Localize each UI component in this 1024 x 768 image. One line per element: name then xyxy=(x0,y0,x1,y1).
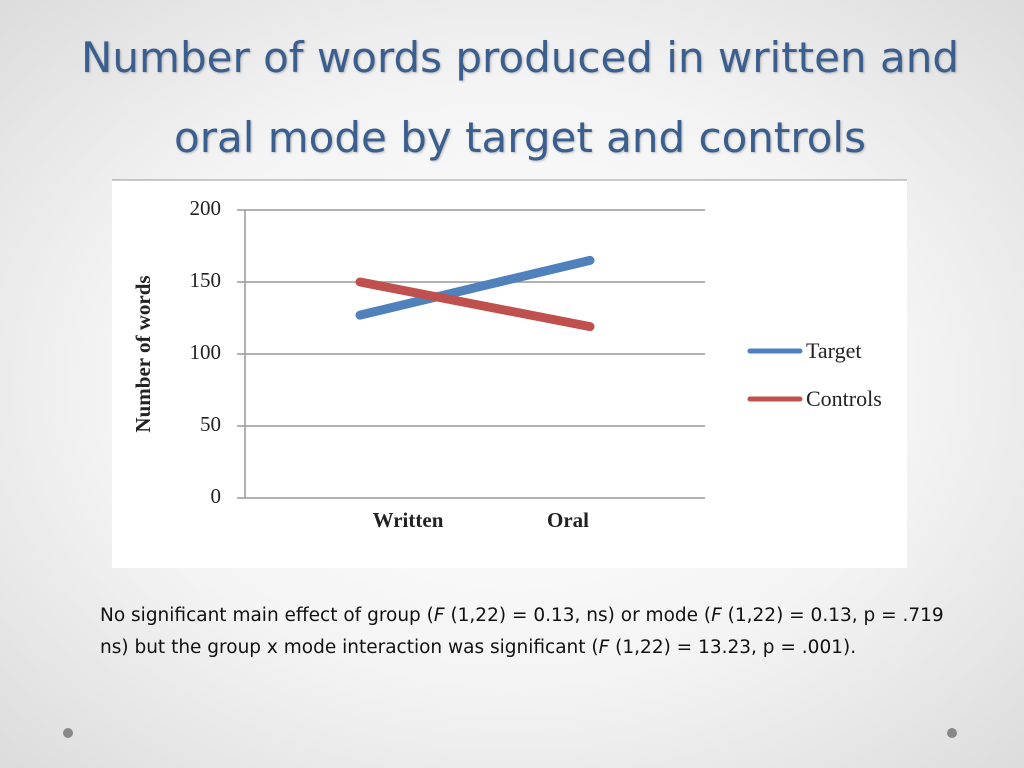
caption-text: F xyxy=(711,605,722,626)
caption-text: F xyxy=(433,605,445,626)
decor-dot xyxy=(63,728,73,738)
caption-text: F xyxy=(598,637,610,658)
legend-label: Target xyxy=(806,338,861,363)
chart-area xyxy=(112,180,907,568)
caption-text: (1,22) = 13.23, p = .001). xyxy=(609,637,857,658)
x-tick-label: Written xyxy=(373,508,444,532)
legend-label: Controls xyxy=(806,386,882,411)
y-tick-label: 100 xyxy=(190,340,222,364)
y-tick-label: 0 xyxy=(211,484,222,508)
data-line xyxy=(355,277,595,332)
caption: No significant main effect of group (F (… xyxy=(100,600,950,664)
data-line xyxy=(355,255,595,320)
y-axis-label: Number of words xyxy=(131,275,155,432)
x-tick-label: Oral xyxy=(547,508,589,532)
y-tick-label: 200 xyxy=(190,196,222,220)
chart: Number of words 0 50 100 150 200 Written Oral T… xyxy=(112,179,907,568)
decor-dot xyxy=(947,728,957,738)
y-tick-label: 150 xyxy=(190,268,222,292)
y-tick-label: 50 xyxy=(200,412,221,436)
slide-title: Number of words produced in written and … xyxy=(81,33,959,162)
caption-text: (1,22) = 0.13, ns) or mode ( xyxy=(444,605,712,626)
caption-text: (1,22) = 0.13, p = .719 ns) but the grou… xyxy=(100,605,944,658)
caption-text: No significant main effect of group ( xyxy=(100,605,434,626)
